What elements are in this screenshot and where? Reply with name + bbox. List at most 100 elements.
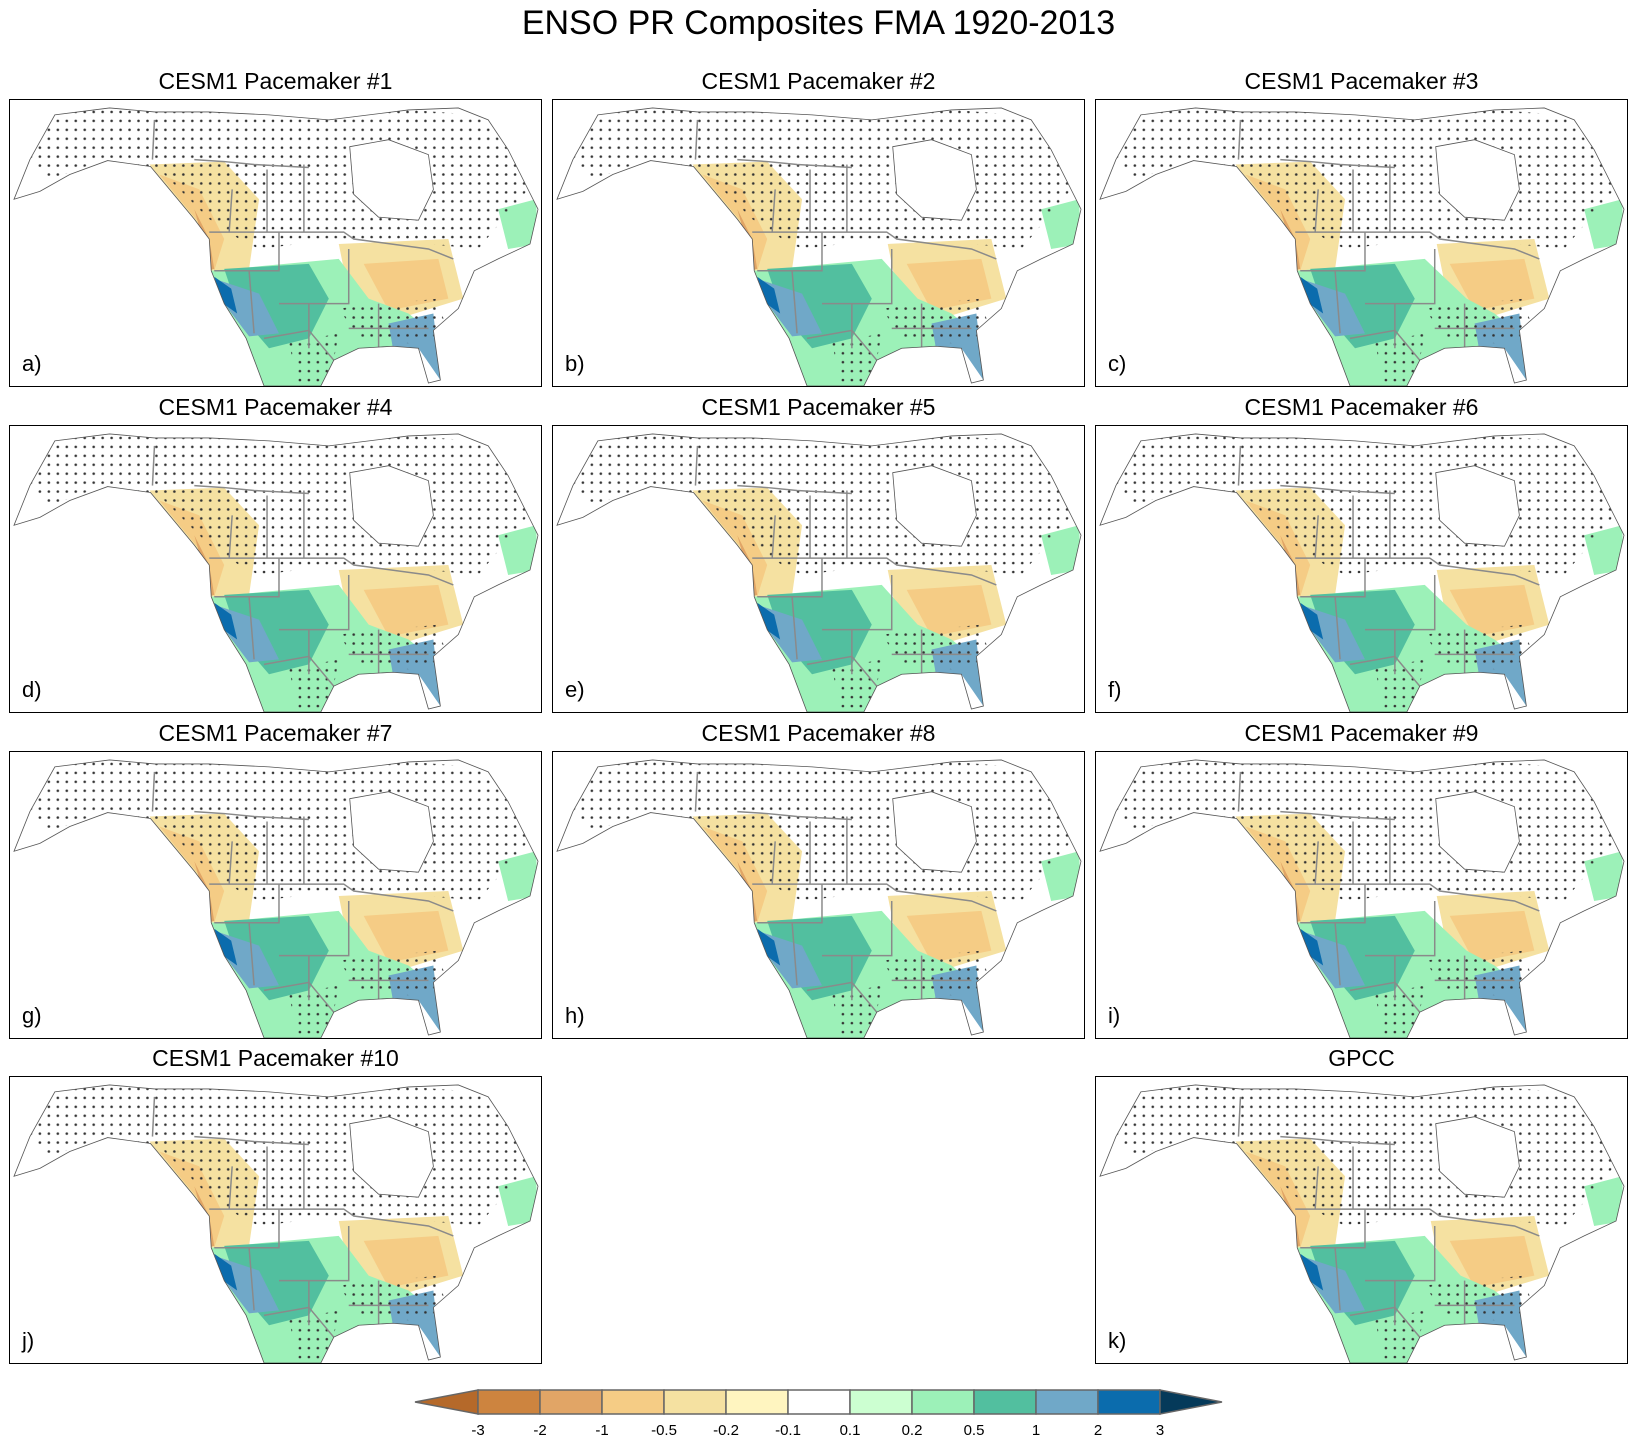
map-panel: CESM1 Pacemaker #7 g) (9, 720, 542, 1039)
political-boundary (263, 981, 335, 1013)
political-boundary (209, 557, 454, 586)
political-boundary (1295, 883, 1540, 912)
colorbar-tick-label: -3 (471, 1422, 485, 1439)
anomaly-region (757, 276, 781, 314)
coastline (892, 465, 977, 547)
political-boundary (1237, 1096, 1242, 1137)
political-boundary (1280, 158, 1395, 169)
political-boundary (263, 1306, 335, 1338)
political-boundary (1349, 1306, 1421, 1338)
stippling (572, 107, 1072, 249)
political-boundary (1280, 1135, 1395, 1146)
political-boundary (1334, 596, 1341, 660)
political-boundary (757, 232, 823, 272)
political-boundary (1349, 981, 1421, 1013)
political-boundary (228, 515, 233, 559)
coastline (1099, 107, 1625, 386)
stippling (29, 107, 529, 249)
stippling (288, 985, 339, 1038)
anomaly-region (1449, 584, 1535, 637)
political-boundary (757, 884, 823, 924)
hudson-bay (1435, 139, 1520, 221)
political-boundary (791, 596, 798, 660)
coastline (1099, 1084, 1625, 1363)
political-boundary (151, 445, 156, 486)
political-boundary (1300, 884, 1366, 924)
colorbar-tick-label: -2 (533, 1422, 547, 1439)
political-boundary (263, 655, 335, 687)
political-boundary (1280, 484, 1395, 495)
anomaly-region (363, 584, 449, 637)
anomaly-region (757, 928, 781, 966)
colorbar-tick-label: 0.2 (901, 1422, 923, 1439)
stippling (338, 298, 449, 344)
stippling (288, 333, 339, 386)
stippling (881, 624, 992, 670)
political-boundary (228, 189, 233, 233)
political-boundary (278, 574, 350, 631)
stippling (1424, 624, 1535, 670)
panel-label: f) (1108, 677, 1122, 702)
precipitation-map (9, 99, 542, 387)
political-boundary (771, 841, 776, 885)
hudson-bay (1435, 1116, 1520, 1198)
stippling (1374, 333, 1425, 386)
stippling (338, 950, 449, 996)
map-panel: CESM1 Pacemaker #3 c) (1095, 68, 1628, 387)
panel-label: h) (565, 1003, 585, 1028)
panel-title: CESM1 Pacemaker #5 (701, 394, 936, 420)
colorbar-swatch (1159, 1389, 1223, 1415)
colorbar-tick-label: -0.5 (651, 1422, 677, 1439)
stippling (1424, 950, 1535, 996)
stippling (1115, 433, 1615, 575)
panel-title: CESM1 Pacemaker #7 (158, 720, 393, 746)
colorbar-tick-label: 0.1 (839, 1422, 861, 1439)
coastline (349, 139, 434, 221)
political-boundary (1237, 771, 1242, 812)
stippling (831, 985, 882, 1038)
political-boundary (694, 119, 699, 160)
coastline (1099, 433, 1625, 712)
stippling (288, 659, 339, 712)
anomaly-region (1449, 1235, 1535, 1288)
hudson-bay (892, 465, 977, 547)
panel-title: CESM1 Pacemaker #10 (152, 1045, 399, 1071)
political-boundary (214, 232, 280, 272)
stippling (338, 1275, 449, 1321)
stippling (338, 624, 449, 670)
panel-title: GPCC (1328, 1045, 1395, 1071)
political-boundary (209, 883, 454, 912)
stippling (1374, 659, 1425, 712)
political-boundary (228, 1166, 233, 1210)
political-boundary (151, 771, 156, 812)
anomaly-region (363, 1235, 449, 1288)
colorbar-tick-label: -0.2 (713, 1422, 739, 1439)
coastline (1435, 1116, 1520, 1198)
map-panel: GPCC k) (1095, 1045, 1628, 1364)
political-boundary (209, 1208, 454, 1237)
political-boundary (1237, 445, 1242, 486)
map-panel: CESM1 Pacemaker #10 j) (9, 1045, 542, 1364)
figure-title: ENSO PR Composites FMA 1920-2013 (521, 4, 1116, 42)
political-boundary (194, 484, 309, 495)
anomaly-region (214, 602, 238, 640)
anomaly-region (363, 910, 449, 963)
hudson-bay (349, 1116, 434, 1198)
map-panel: CESM1 Pacemaker #6 f) (1095, 394, 1628, 713)
coastline (1099, 759, 1625, 1038)
political-boundary (752, 883, 997, 912)
precipitation-map (1095, 1076, 1628, 1364)
anomaly-region (214, 928, 238, 966)
colorbar-tick-label: 3 (1155, 1422, 1165, 1439)
panel-label: j) (22, 1328, 35, 1353)
precipitation-map (1095, 751, 1628, 1039)
political-boundary (278, 900, 350, 957)
stippling (1374, 985, 1425, 1038)
colorbar-swatch (849, 1389, 913, 1415)
political-boundary (737, 484, 852, 495)
coastline (13, 107, 539, 386)
stippling (1115, 1084, 1615, 1226)
anomaly-region (1300, 1253, 1324, 1291)
political-boundary (1349, 655, 1421, 687)
precipitation-map (552, 751, 1085, 1039)
